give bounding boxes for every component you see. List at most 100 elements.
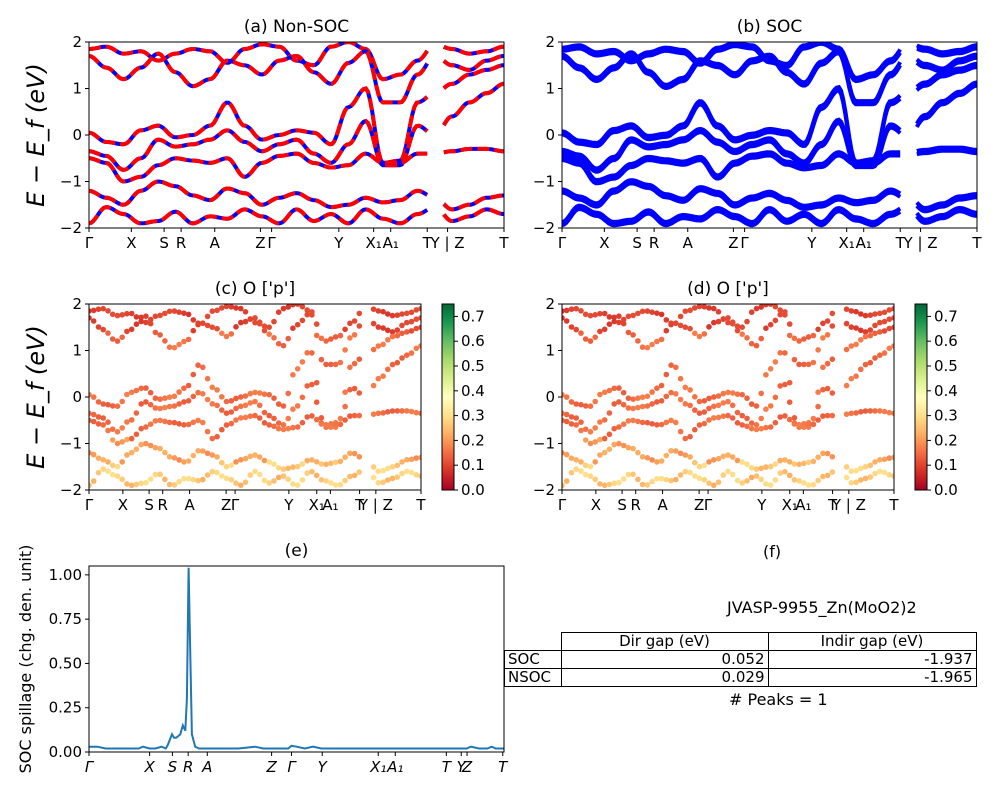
scatter-point bbox=[744, 461, 750, 468]
y-tick-label: −2 bbox=[533, 219, 555, 237]
scatter-point bbox=[219, 473, 225, 479]
scatter-point bbox=[100, 401, 106, 407]
scatter-point bbox=[413, 316, 420, 323]
scatter-point bbox=[133, 410, 140, 416]
scatter-point bbox=[394, 408, 401, 414]
scatter-point bbox=[891, 473, 894, 479]
scatter-point bbox=[214, 454, 220, 460]
scatter-point bbox=[820, 386, 826, 393]
scatter-point bbox=[601, 482, 608, 489]
scatter-point bbox=[380, 410, 386, 416]
scatter-point bbox=[563, 451, 570, 458]
scatter-point bbox=[275, 340, 282, 347]
scatter-point bbox=[162, 404, 168, 411]
scatter-point bbox=[247, 390, 254, 397]
scatter-point bbox=[128, 482, 135, 489]
scatter-point bbox=[853, 479, 859, 486]
scatter-point bbox=[786, 399, 793, 406]
scatter-point bbox=[753, 305, 760, 312]
band-line-blue bbox=[915, 52, 977, 71]
scatter-point bbox=[772, 394, 779, 401]
x-tick-label: T bbox=[498, 234, 509, 252]
x-tick-label: X₁ bbox=[839, 234, 855, 252]
scatter-point bbox=[853, 467, 859, 474]
scatter-point bbox=[408, 469, 415, 476]
scatter-point bbox=[720, 400, 727, 406]
x-tick-label: R bbox=[157, 496, 167, 514]
scatter-point bbox=[266, 459, 273, 465]
scatter-point bbox=[711, 394, 717, 400]
scatter-point bbox=[820, 335, 826, 341]
x-tick-label: X₁ bbox=[782, 496, 798, 514]
scatter-point bbox=[711, 457, 717, 463]
scatter-point bbox=[385, 465, 391, 472]
scatter-point bbox=[663, 393, 670, 400]
scatter-point bbox=[843, 474, 850, 481]
scatter-point bbox=[238, 403, 244, 410]
scatter-point bbox=[233, 480, 239, 487]
scatter-point bbox=[763, 325, 769, 332]
x-tick-label: Y bbox=[756, 496, 767, 514]
scatter-point bbox=[677, 396, 684, 403]
scatter-point bbox=[848, 343, 855, 349]
scatter-point bbox=[782, 312, 788, 318]
y-tick-label: −2 bbox=[60, 481, 82, 499]
scatter-point bbox=[162, 395, 168, 402]
scatter-point bbox=[271, 335, 277, 341]
scatter-point bbox=[886, 307, 893, 313]
scatter-point bbox=[418, 315, 421, 321]
scatter-point bbox=[380, 341, 386, 348]
scatter-point bbox=[654, 399, 660, 405]
scatter-point bbox=[881, 456, 888, 463]
scatter-point bbox=[739, 459, 745, 465]
scatter-point bbox=[413, 345, 420, 352]
scatter-point bbox=[162, 449, 168, 456]
scatter-point bbox=[696, 410, 703, 417]
scatter-point bbox=[858, 477, 864, 483]
y-tick-label: −1 bbox=[60, 435, 82, 453]
scatter-point bbox=[824, 412, 831, 419]
spillage-line bbox=[89, 567, 504, 750]
x-tick-label: Γ bbox=[558, 234, 567, 252]
scatter-point bbox=[848, 308, 855, 314]
y-tick-label: 2 bbox=[545, 33, 555, 51]
scatter-point bbox=[644, 308, 651, 314]
scatter-point bbox=[309, 457, 315, 463]
scatter-point bbox=[223, 475, 230, 482]
x-tick-label: S bbox=[144, 496, 154, 514]
scatter-point bbox=[658, 398, 665, 404]
scatter-point bbox=[815, 417, 821, 423]
scatter-point bbox=[630, 417, 636, 424]
scatter-point bbox=[313, 399, 320, 406]
colorbar-tick-label: 0.6 bbox=[461, 332, 485, 350]
scatter-point bbox=[663, 327, 670, 334]
scatter-group-d bbox=[562, 304, 894, 489]
scatter-point bbox=[578, 330, 584, 336]
scatter-point bbox=[394, 359, 401, 366]
scatter-point bbox=[706, 417, 712, 423]
scatter-point bbox=[592, 398, 598, 405]
scatter-point bbox=[582, 336, 589, 342]
scatter-point bbox=[568, 469, 575, 476]
scatter-point bbox=[138, 314, 144, 321]
scatter-point bbox=[791, 356, 798, 363]
scatter-point bbox=[886, 345, 893, 352]
scatter-point bbox=[275, 420, 282, 426]
scatter-point bbox=[815, 454, 821, 461]
scatter-point bbox=[404, 408, 410, 414]
x-tick-label: Z bbox=[265, 758, 277, 776]
scatter-point bbox=[105, 459, 111, 465]
scatter-point bbox=[342, 347, 348, 353]
scatter-point bbox=[166, 481, 173, 488]
scatter-point bbox=[625, 329, 632, 336]
scatter-point bbox=[309, 312, 315, 318]
band-line-blue bbox=[915, 83, 977, 128]
scatter-point bbox=[294, 321, 301, 328]
scatter-point bbox=[128, 326, 135, 333]
table-header-row: Dir gap (eV) Indir gap (eV) bbox=[505, 632, 977, 651]
scatter-point bbox=[848, 410, 855, 417]
scatter-point bbox=[786, 321, 793, 327]
scatter-point bbox=[100, 415, 106, 421]
scatter-point bbox=[677, 472, 684, 478]
scatter-point bbox=[318, 421, 325, 427]
